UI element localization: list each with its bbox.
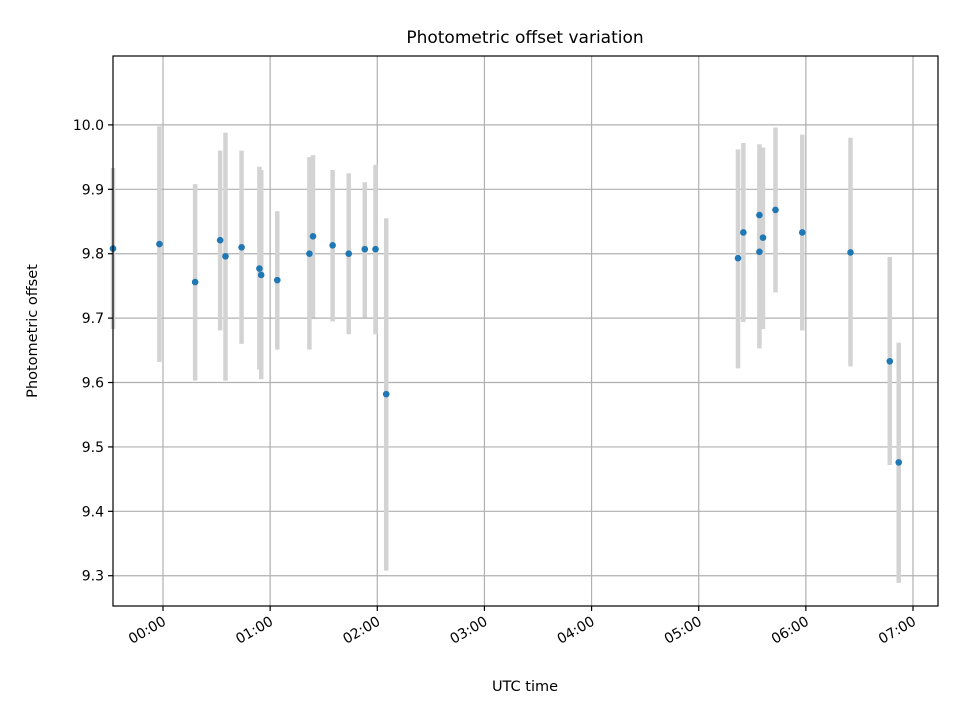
data-point <box>309 233 317 240</box>
data-point <box>772 206 779 214</box>
data-point <box>382 390 390 398</box>
data-point <box>886 357 894 365</box>
data-point <box>222 252 229 260</box>
data-point <box>329 242 336 249</box>
y-axis-ticks: 9.3 9.4 9.5 9.6 9.7 9.8 9.9 10.0 <box>73 118 113 585</box>
data-point <box>257 271 265 279</box>
data-point <box>759 234 767 241</box>
y-tick-label: 10.0 <box>73 118 104 134</box>
data-point <box>238 243 245 251</box>
y-tick-label: 9.7 <box>82 311 104 327</box>
y-tick-label: 9.8 <box>82 247 104 263</box>
y-tick-label: 9.4 <box>82 504 104 520</box>
data-point <box>216 236 224 244</box>
data-point <box>740 229 747 236</box>
data-point <box>345 250 353 258</box>
data-point <box>361 245 369 253</box>
y-tick-label: 9.3 <box>82 569 104 585</box>
data-point <box>191 278 199 286</box>
data-point <box>847 249 854 256</box>
y-tick-label: 9.6 <box>82 376 104 392</box>
data-point <box>798 229 806 236</box>
chart-title: Photometric offset variation <box>406 28 643 48</box>
data-point <box>306 250 313 258</box>
data-point <box>734 254 742 262</box>
data-point <box>156 240 163 248</box>
data-points <box>109 206 903 466</box>
data-point <box>756 211 763 219</box>
data-point <box>372 245 379 253</box>
grid-lines <box>113 56 938 606</box>
y-tick-label: 9.5 <box>82 440 104 456</box>
x-axis-label: UTC time <box>492 679 558 695</box>
data-point <box>256 265 263 272</box>
y-axis-label: Photometric offset <box>25 264 41 398</box>
data-point <box>273 276 281 284</box>
y-tick-label: 9.9 <box>82 182 104 198</box>
data-point <box>895 459 903 466</box>
data-point <box>756 248 763 256</box>
plot-area-frame <box>112 55 939 607</box>
